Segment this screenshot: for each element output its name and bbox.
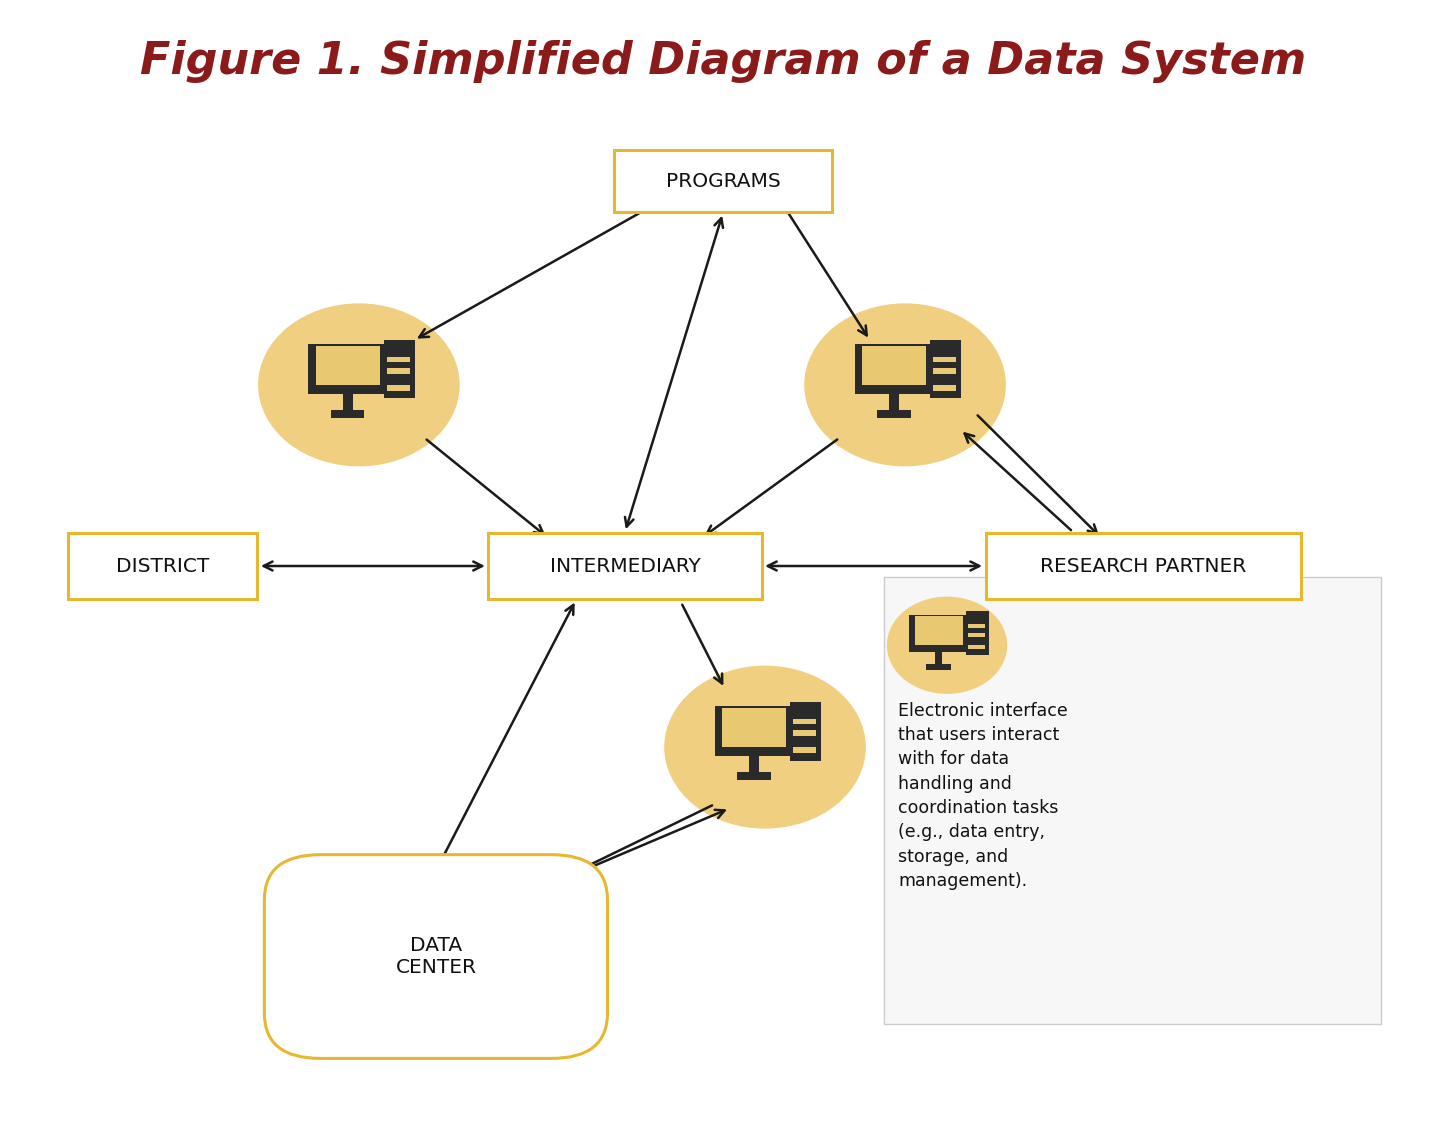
FancyBboxPatch shape <box>615 149 831 213</box>
Text: PROGRAMS: PROGRAMS <box>665 172 781 190</box>
Circle shape <box>804 303 1006 466</box>
FancyBboxPatch shape <box>790 702 821 761</box>
FancyBboxPatch shape <box>792 747 816 753</box>
Circle shape <box>664 666 866 829</box>
Text: DISTRICT: DISTRICT <box>116 557 210 575</box>
FancyBboxPatch shape <box>933 357 956 362</box>
FancyBboxPatch shape <box>388 357 411 362</box>
FancyBboxPatch shape <box>749 756 759 772</box>
FancyBboxPatch shape <box>331 410 364 418</box>
FancyBboxPatch shape <box>385 340 415 398</box>
FancyBboxPatch shape <box>878 410 911 418</box>
FancyBboxPatch shape <box>315 346 380 385</box>
Text: DATA
CENTER: DATA CENTER <box>395 936 476 977</box>
FancyBboxPatch shape <box>884 577 1381 1024</box>
FancyBboxPatch shape <box>388 368 411 374</box>
Text: Electronic interface
that users interact
with for data
handling and
coordination: Electronic interface that users interact… <box>898 702 1067 890</box>
FancyBboxPatch shape <box>862 346 925 385</box>
FancyBboxPatch shape <box>914 616 963 645</box>
FancyBboxPatch shape <box>343 394 353 410</box>
Text: Figure 1. Simplified Diagram of a Data System: Figure 1. Simplified Diagram of a Data S… <box>140 40 1306 83</box>
FancyBboxPatch shape <box>792 719 816 724</box>
FancyBboxPatch shape <box>966 611 989 655</box>
FancyBboxPatch shape <box>967 645 985 650</box>
Circle shape <box>886 597 1008 694</box>
FancyBboxPatch shape <box>967 633 985 636</box>
Text: RESEARCH PARTNER: RESEARCH PARTNER <box>1040 557 1246 575</box>
Text: INTERMEDIARY: INTERMEDIARY <box>549 557 700 575</box>
FancyBboxPatch shape <box>910 615 967 652</box>
FancyBboxPatch shape <box>889 394 899 410</box>
FancyBboxPatch shape <box>930 340 962 398</box>
FancyBboxPatch shape <box>388 385 411 391</box>
Circle shape <box>257 303 460 466</box>
FancyBboxPatch shape <box>855 344 933 394</box>
FancyBboxPatch shape <box>925 663 951 670</box>
FancyBboxPatch shape <box>308 344 388 394</box>
FancyBboxPatch shape <box>933 385 956 391</box>
FancyBboxPatch shape <box>933 368 956 374</box>
FancyBboxPatch shape <box>967 624 985 628</box>
FancyBboxPatch shape <box>792 730 816 736</box>
FancyBboxPatch shape <box>68 533 257 599</box>
FancyBboxPatch shape <box>489 533 762 599</box>
FancyBboxPatch shape <box>986 533 1300 599</box>
FancyBboxPatch shape <box>737 772 771 780</box>
FancyBboxPatch shape <box>265 855 607 1058</box>
FancyBboxPatch shape <box>722 709 787 747</box>
FancyBboxPatch shape <box>714 706 792 756</box>
FancyBboxPatch shape <box>936 652 943 663</box>
